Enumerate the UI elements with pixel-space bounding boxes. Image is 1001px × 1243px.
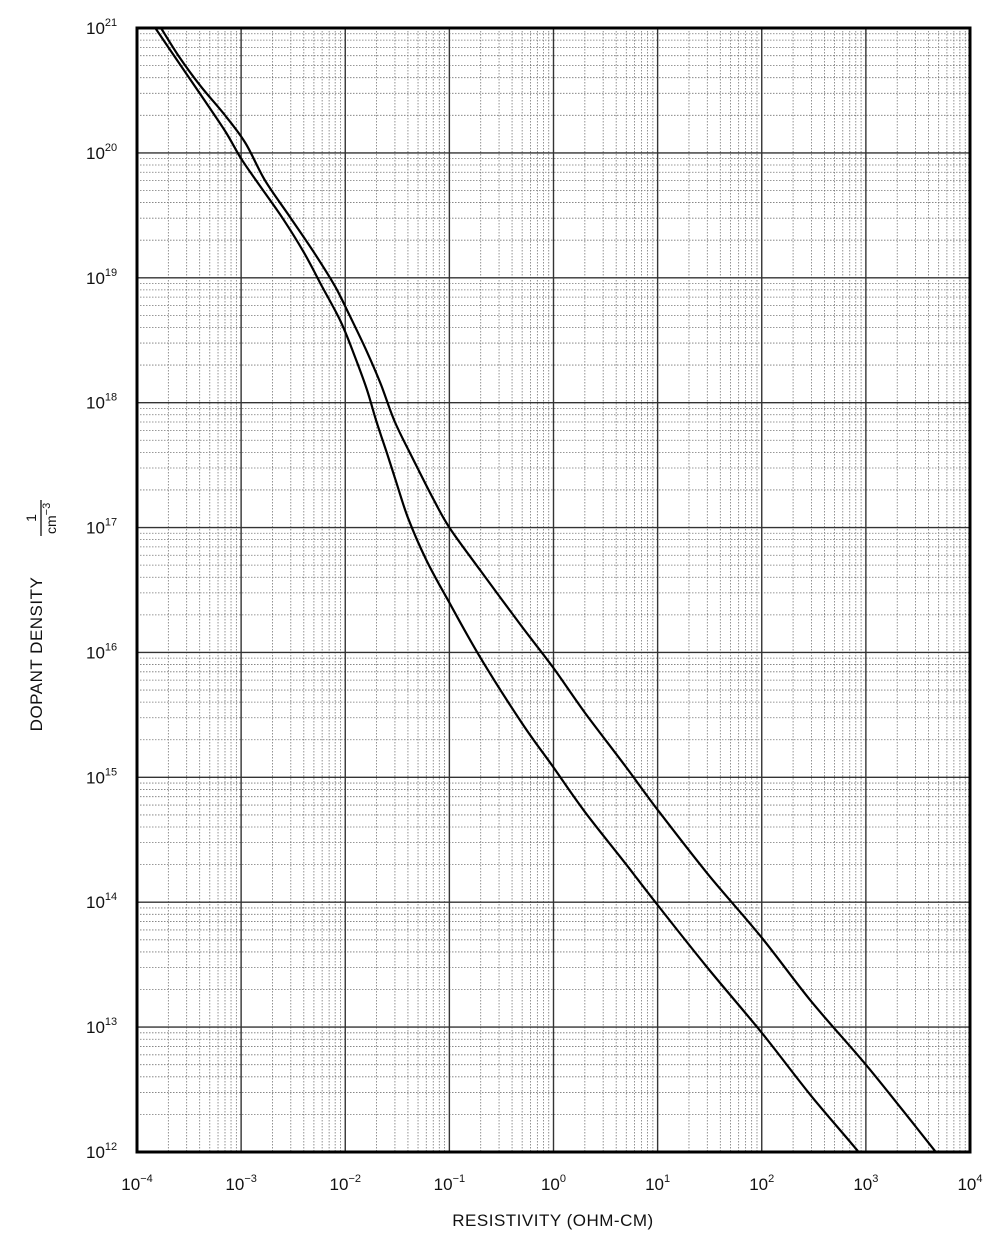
y-tick-exponent: 20 xyxy=(105,142,117,154)
x-tick-exponent: −1 xyxy=(453,1173,466,1185)
y-tick-base: 10 xyxy=(86,19,105,38)
series-line-1 xyxy=(160,28,938,1152)
y-tick-label: 1014 xyxy=(86,891,117,912)
y-axis-title: DOPANT DENSITY 1 cm−3 xyxy=(23,500,59,731)
y-tick-base: 10 xyxy=(86,643,105,662)
y-axis-label: DOPANT DENSITY xyxy=(27,577,46,732)
y-tick-base: 10 xyxy=(86,394,105,413)
y-tick-exponent: 18 xyxy=(105,392,117,404)
minor-grid xyxy=(137,28,970,1152)
x-tick-label: 104 xyxy=(957,1173,982,1194)
y-tick-base: 10 xyxy=(86,144,105,163)
y-tick-exponent: 17 xyxy=(105,517,117,529)
x-tick-exponent: 3 xyxy=(872,1173,878,1185)
x-tick-label: 10−1 xyxy=(434,1173,465,1194)
y-tick-label: 1018 xyxy=(86,392,117,413)
x-tick-exponent: −3 xyxy=(244,1173,257,1185)
x-tick-base: 10 xyxy=(541,1175,560,1194)
x-tick-label: 101 xyxy=(645,1173,670,1194)
x-tick-base: 10 xyxy=(645,1175,664,1194)
x-tick-exponent: −4 xyxy=(140,1173,153,1185)
x-tick-label: 10−2 xyxy=(330,1173,361,1194)
y-tick-label: 1012 xyxy=(86,1141,117,1162)
x-tick-base: 10 xyxy=(330,1175,349,1194)
plot-frame xyxy=(135,26,972,1154)
y-tick-label: 1020 xyxy=(86,142,117,163)
x-tick-base: 10 xyxy=(957,1175,976,1194)
x-tick-labels: 10−4 10−3 10−2 10−1 100 101 102 103 104 xyxy=(121,1173,982,1194)
y-tick-label: 1015 xyxy=(86,766,117,787)
y-tick-label: 1013 xyxy=(86,1016,117,1037)
x-tick-exponent: −2 xyxy=(348,1173,361,1185)
x-tick-exponent: 2 xyxy=(768,1173,774,1185)
y-unit-denominator-base: cm xyxy=(43,515,59,534)
y-tick-exponent: 19 xyxy=(105,267,117,279)
x-tick-base: 10 xyxy=(749,1175,768,1194)
x-tick-label: 100 xyxy=(541,1173,566,1194)
y-tick-label: 1021 xyxy=(86,17,117,38)
series-layer xyxy=(154,28,938,1152)
y-tick-label: 1017 xyxy=(86,517,117,538)
y-tick-base: 10 xyxy=(86,269,105,288)
y-tick-exponent: 14 xyxy=(105,891,117,903)
x-tick-base: 10 xyxy=(225,1175,244,1194)
y-tick-label: 1016 xyxy=(86,641,117,662)
y-unit-denominator-exponent: −3 xyxy=(41,503,53,516)
series-line-2 xyxy=(154,28,861,1152)
x-tick-base: 10 xyxy=(434,1175,453,1194)
y-tick-base: 10 xyxy=(86,1143,105,1162)
x-tick-base: 10 xyxy=(853,1175,872,1194)
x-tick-exponent: 1 xyxy=(664,1173,670,1185)
y-tick-exponent: 21 xyxy=(105,17,117,29)
y-tick-exponent: 15 xyxy=(105,766,117,778)
y-tick-base: 10 xyxy=(86,893,105,912)
y-tick-base: 10 xyxy=(86,1018,105,1037)
x-tick-exponent: 0 xyxy=(560,1173,566,1185)
y-unit-denominator: cm−3 xyxy=(41,503,59,534)
x-axis-title: RESISTIVITY (OHM-CM) xyxy=(452,1211,653,1230)
y-tick-base: 10 xyxy=(86,768,105,787)
x-tick-exponent: 4 xyxy=(976,1173,982,1185)
y-tick-label: 1019 xyxy=(86,267,117,288)
y-unit-numerator: 1 xyxy=(23,514,39,522)
y-tick-exponent: 12 xyxy=(105,1141,117,1153)
y-tick-exponent: 16 xyxy=(105,641,117,653)
x-tick-label: 10−4 xyxy=(121,1173,152,1194)
y-tick-exponent: 13 xyxy=(105,1016,117,1028)
y-tick-base: 10 xyxy=(86,519,105,538)
x-tick-label: 103 xyxy=(853,1173,878,1194)
x-tick-label: 10−3 xyxy=(225,1173,256,1194)
x-tick-base: 10 xyxy=(121,1175,140,1194)
x-tick-label: 102 xyxy=(749,1173,774,1194)
